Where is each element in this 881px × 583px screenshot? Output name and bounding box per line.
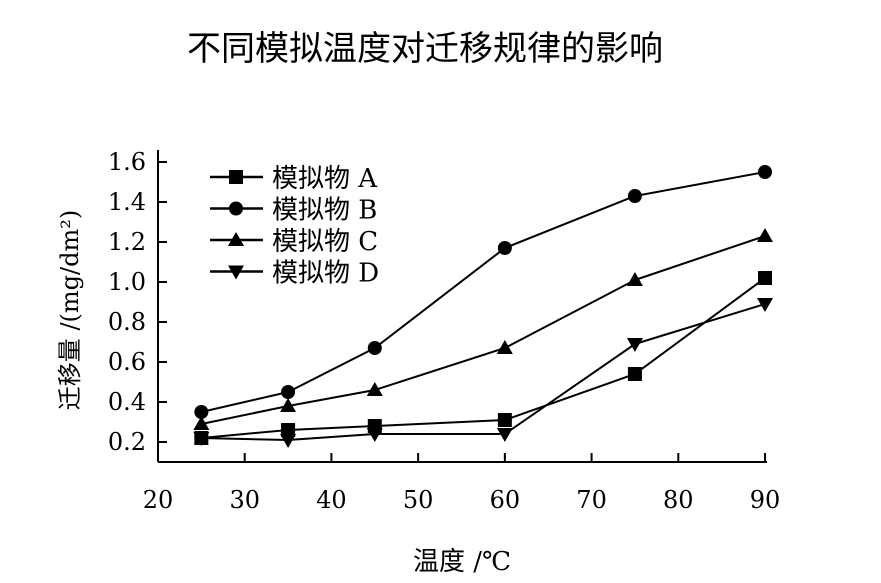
y-tick-label: 0.4	[108, 388, 146, 416]
y-tick-label: 0.8	[108, 308, 146, 336]
series-line	[201, 303, 766, 442]
x-tick-label: 90	[750, 486, 781, 514]
legend-marker	[229, 170, 243, 184]
data-point	[757, 298, 773, 312]
series-d	[193, 298, 773, 448]
legend-label: 模拟物 D	[272, 259, 379, 289]
series-line	[201, 171, 766, 413]
y-tick-label: 1.4	[108, 188, 146, 216]
legend-item: 模拟物 B	[210, 196, 377, 226]
data-point	[626, 272, 643, 286]
legend-item: 模拟物 C	[210, 227, 378, 257]
data-point	[758, 271, 772, 285]
y-tick-label: 1.2	[108, 228, 146, 256]
x-tick-label: 70	[576, 486, 607, 514]
series-b	[194, 165, 772, 419]
data-point	[366, 382, 383, 396]
y-tick-label: 1.6	[108, 148, 146, 176]
legend-label: 模拟物 A	[272, 164, 378, 194]
series-a	[194, 271, 772, 445]
data-point	[281, 385, 296, 399]
data-point	[757, 228, 773, 242]
chart-title: 不同模拟温度对迁移规律的影响	[187, 29, 663, 69]
y-tick-label: 1.0	[108, 268, 146, 296]
data-point	[280, 398, 297, 412]
data-point	[497, 413, 512, 427]
data-point	[626, 338, 643, 352]
series-line	[201, 235, 766, 425]
x-tick-label: 30	[229, 486, 260, 514]
y-tick-label: 0.2	[108, 428, 146, 456]
data-point	[627, 367, 642, 381]
x-tick-label: 80	[663, 486, 694, 514]
x-tick-label: 50	[403, 486, 434, 514]
x-tick-label: 60	[490, 486, 521, 514]
legend-label: 模拟物 C	[272, 227, 378, 257]
legend-item: 模拟物 D	[210, 259, 379, 289]
data-point	[193, 432, 210, 446]
legend-item: 模拟物 A	[210, 164, 378, 194]
data-point	[496, 428, 513, 442]
series-line	[201, 277, 766, 439]
y-axis-label: 迁移量 /(mg/dm²)	[56, 210, 84, 410]
x-tick-label: 40	[316, 486, 347, 514]
legend-label: 模拟物 B	[272, 196, 377, 226]
data-point	[496, 340, 513, 354]
data-point	[366, 428, 383, 442]
x-tick-label: 20	[143, 486, 174, 514]
legend-marker	[228, 232, 244, 246]
legend-marker	[228, 265, 244, 280]
x-axis-label: 温度 /℃	[413, 547, 511, 577]
data-point	[758, 165, 772, 179]
data-point	[280, 434, 297, 448]
data-point	[367, 341, 382, 355]
data-point	[627, 189, 642, 203]
data-point	[281, 423, 296, 437]
series-c	[193, 228, 773, 430]
data-point	[193, 416, 210, 430]
y-tick-label: 0.6	[108, 348, 146, 376]
data-point	[497, 241, 512, 255]
legend-marker	[229, 201, 243, 216]
data-point	[194, 405, 209, 419]
